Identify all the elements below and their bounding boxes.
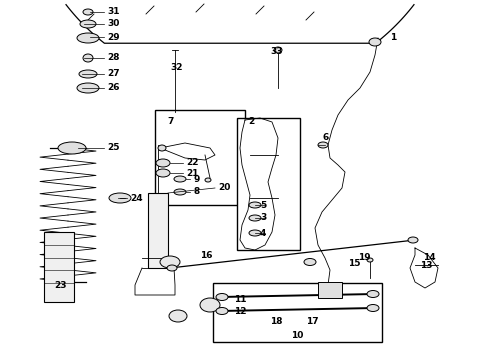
Ellipse shape: [274, 47, 282, 53]
Text: 8: 8: [194, 188, 200, 197]
Ellipse shape: [167, 265, 177, 271]
Text: 22: 22: [186, 158, 198, 167]
Bar: [148, 193, 168, 268]
Ellipse shape: [160, 256, 180, 268]
Text: 6: 6: [322, 134, 328, 143]
Text: 21: 21: [186, 168, 198, 177]
Ellipse shape: [367, 291, 379, 297]
Bar: [237, 118, 300, 250]
Ellipse shape: [369, 38, 381, 46]
Ellipse shape: [174, 176, 186, 182]
Text: 13: 13: [420, 261, 433, 270]
Ellipse shape: [156, 169, 170, 177]
Text: 29: 29: [107, 32, 120, 41]
Ellipse shape: [58, 142, 86, 154]
Text: 9: 9: [194, 175, 200, 184]
Ellipse shape: [367, 305, 379, 311]
Text: 19: 19: [358, 253, 370, 262]
Text: 12: 12: [234, 306, 246, 315]
Ellipse shape: [158, 145, 166, 151]
Text: 24: 24: [130, 194, 143, 202]
Ellipse shape: [249, 215, 261, 221]
Text: 15: 15: [348, 260, 361, 269]
Ellipse shape: [216, 293, 228, 301]
Text: 5: 5: [260, 201, 266, 210]
Ellipse shape: [367, 258, 373, 262]
Text: 10: 10: [291, 330, 303, 339]
Text: 25: 25: [107, 144, 120, 153]
Ellipse shape: [174, 189, 186, 195]
Text: 30: 30: [107, 19, 120, 28]
Bar: [155, 110, 245, 205]
Bar: [213, 283, 382, 342]
Text: 16: 16: [200, 251, 213, 260]
Text: 2: 2: [248, 117, 254, 126]
Text: 4: 4: [260, 229, 267, 238]
Ellipse shape: [77, 83, 99, 93]
Ellipse shape: [109, 193, 131, 203]
Bar: [44, 232, 74, 302]
Ellipse shape: [169, 310, 187, 322]
Ellipse shape: [304, 258, 316, 265]
Ellipse shape: [318, 142, 328, 148]
Ellipse shape: [408, 237, 418, 243]
Text: 31: 31: [107, 8, 120, 17]
Text: 18: 18: [270, 318, 283, 327]
Text: 14: 14: [423, 253, 436, 262]
Text: 28: 28: [107, 54, 120, 63]
Ellipse shape: [216, 307, 228, 315]
Ellipse shape: [200, 298, 220, 312]
Text: 32: 32: [170, 63, 182, 72]
Ellipse shape: [79, 70, 97, 78]
Ellipse shape: [83, 9, 93, 15]
Text: 11: 11: [234, 294, 246, 303]
Text: 33: 33: [270, 48, 283, 57]
Ellipse shape: [249, 202, 261, 208]
Ellipse shape: [156, 159, 170, 167]
Ellipse shape: [249, 230, 261, 236]
Text: 23: 23: [54, 282, 67, 291]
Text: 27: 27: [107, 69, 120, 78]
Text: 7: 7: [167, 117, 173, 126]
Text: 3: 3: [260, 213, 266, 222]
Ellipse shape: [205, 178, 211, 182]
Ellipse shape: [80, 20, 96, 28]
Text: 17: 17: [306, 318, 318, 327]
Ellipse shape: [77, 33, 99, 43]
Text: 20: 20: [218, 184, 230, 193]
Text: 26: 26: [107, 84, 120, 93]
Ellipse shape: [83, 54, 93, 62]
Bar: [318, 282, 342, 298]
Text: 1: 1: [390, 33, 396, 42]
